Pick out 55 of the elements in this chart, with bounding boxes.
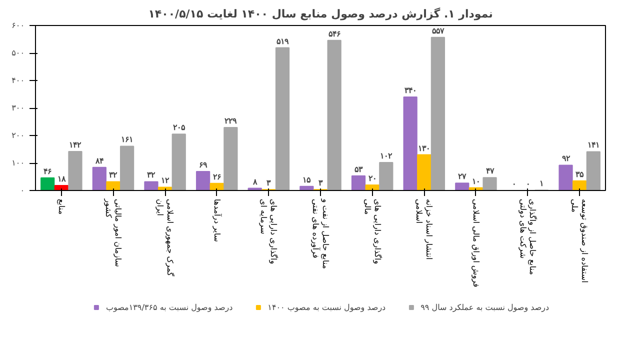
data-label: ۴۶	[44, 166, 52, 176]
data-label: ۹۲	[562, 154, 571, 164]
data-label: ۳	[266, 178, 272, 188]
data-label: ۵۱۹	[276, 36, 290, 46]
legend-label: درصد وصول نسبت به عملکرد سال ۹۹	[420, 302, 550, 312]
data-label: ۳۲	[147, 170, 156, 180]
data-label: ۱	[540, 179, 544, 188]
x-tick-label: استفاده از صندوق توسعه ملی	[570, 198, 590, 283]
data-label: ۵۵۷	[432, 26, 445, 36]
data-label: ۱۲	[161, 176, 170, 186]
data-label: ۱۸	[57, 174, 66, 184]
data-label: ۸	[252, 177, 258, 186]
x-tick-label: فروش اوراق مالی اسلامی	[471, 198, 480, 288]
x-tick-label: انتشار اسناد خزانه اسلامی	[414, 198, 434, 260]
data-label: ۱۴۱	[587, 140, 600, 150]
x-tick-label: منابع حاصل از نفت و فرآورده های نفتی	[311, 198, 330, 269]
y-tick-label: ۱۰۰	[12, 158, 24, 168]
data-label: ۲۶	[212, 172, 221, 182]
y-tick-label: ۴۰۰	[12, 76, 24, 85]
data-label: ۳۲	[109, 170, 118, 180]
data-label: ۴۷	[486, 166, 495, 176]
data-label: ۶۹	[199, 160, 208, 170]
data-label: ۲۲۹	[224, 116, 238, 126]
data-label: ۳	[318, 178, 324, 188]
data-label: ۱۶۱	[121, 135, 134, 144]
data-label: ۱۰۲	[380, 151, 394, 160]
y-tick-label: ۰	[20, 186, 24, 195]
data-label: ۰	[512, 180, 516, 188]
data-label: ۵۴۶	[328, 29, 340, 38]
x-tick-label: واگذاری دارایی های مالی	[362, 198, 383, 264]
data-label: ۱۴۲	[69, 140, 82, 150]
x-tick-label: منابع حاصل از واگذاری شرکت های دولتی	[518, 198, 538, 275]
chart-title: نمودار ۱. گزارش درصد وصول منابع سال ۱۴۰۰ لغایت ۱۴۰۰/۵/۱۵	[148, 8, 493, 20]
data-label: ۳۵	[576, 170, 585, 179]
legend-label: درصد وصول نسبت به مصوب ۱۴۰۰	[268, 302, 386, 312]
data-label: ۲۷	[458, 172, 468, 182]
data-label: ۱۰	[472, 176, 480, 186]
data-label: ۵۳	[354, 164, 364, 174]
x-tick-label: گمرک جمهوری اسلامی ایران	[156, 198, 176, 276]
y-tick-label: ۶۰۰	[12, 21, 24, 30]
legend-label: درصد وصول نسبت به ۱۳۹/۳۶۵مصوب	[106, 302, 233, 312]
x-tick-label: سایر درآمدها	[212, 198, 222, 242]
y-tick-label: ۳۰۰	[12, 104, 24, 112]
x-tick-label: واگذاری دارایی های سرمایه ای	[259, 198, 280, 264]
data-label: ۱۵	[302, 175, 312, 184]
data-label: ۰	[526, 180, 530, 188]
data-label: ۱۳۰	[418, 144, 430, 153]
data-label: ۲۰	[368, 174, 376, 183]
x-tick-label: سازمان امور مالیاتی کشور	[104, 198, 123, 268]
y-tick-label: ۵۰۰	[12, 48, 24, 58]
data-label: ۳۴۰	[404, 86, 416, 95]
y-tick-label: ۲۰۰	[12, 131, 24, 140]
x-tick-label: منابع	[56, 198, 66, 214]
data-label: ۲۰۵	[172, 123, 186, 132]
data-label: ۸۴	[94, 156, 104, 166]
